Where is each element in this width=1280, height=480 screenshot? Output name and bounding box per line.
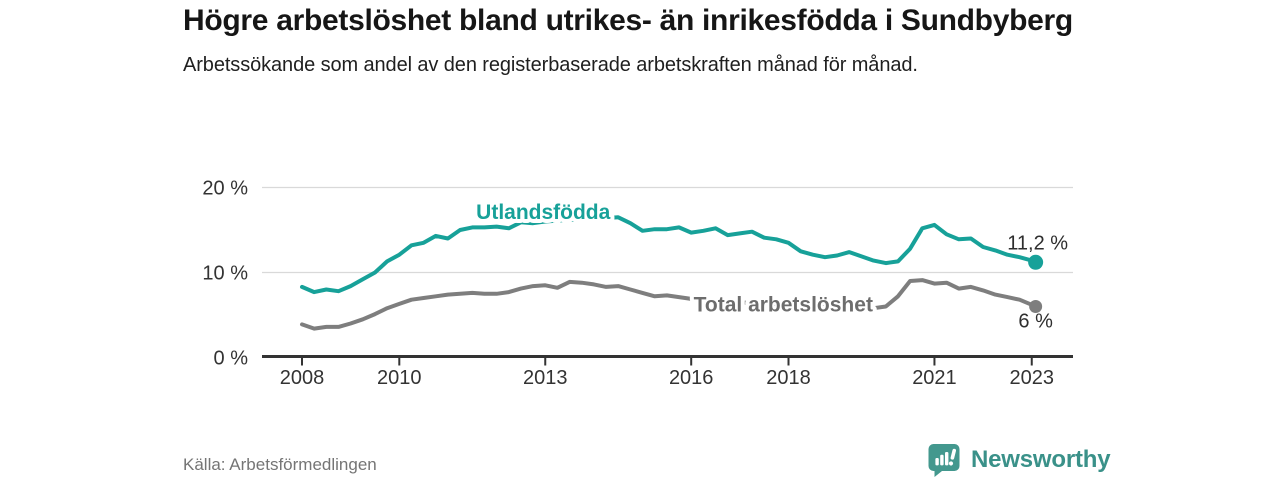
y-tick-label: 10 %: [202, 263, 248, 285]
y-tick-label: 20 %: [202, 178, 248, 200]
x-tick-label: 2016: [669, 367, 714, 389]
series-end-dot-utlandsf-dda: [1028, 254, 1044, 270]
x-tick-label: 2010: [377, 367, 422, 389]
chart-subtitle: Arbetssökande som andel av den registerb…: [183, 54, 918, 76]
series-end-dot-total-arbetsl-shet: [1029, 300, 1043, 313]
y-gridlines: [262, 186, 1073, 274]
newsworthy-icon: [928, 443, 961, 478]
chart-header: Högre arbetslöshet bland utrikes- än inr…: [183, 2, 1083, 79]
chart-title: Högre arbetslöshet bland utrikes- än inr…: [183, 4, 1073, 37]
source-note: Källa: Arbetsförmedlingen: [183, 455, 377, 474]
end-value-label-total-arbetsl-shet: 6 %: [1018, 311, 1053, 333]
series-label-total-arbetsl-shet: Total arbetslöshet: [694, 294, 873, 317]
newsworthy-wordmark: Newsworthy: [971, 446, 1111, 473]
series-label-utlandsf-dda: Utlandsfödda: [476, 201, 610, 224]
series-line-utlandsf-dda: [300, 215, 1038, 295]
x-tick-label: 2013: [523, 367, 568, 389]
x-tick-label: 2018: [766, 367, 811, 389]
newsworthy-logo[interactable]: Newsworthy: [928, 441, 1111, 479]
y-axis-labels: 20 % 10 % 0 %: [202, 178, 248, 370]
end-value-label-utlandsf-dda: 11,2 %: [1007, 232, 1068, 254]
x-axis: 2008 2010 2013 2016 2018 2021 2023: [262, 355, 1073, 389]
series-line-total-arbetsl-shet: [300, 278, 1038, 331]
y-tick-label: 0 %: [214, 348, 249, 370]
series-utlandsf-dda: Utlandsfödda 11,2 %: [300, 197, 1068, 295]
x-tick-label: 2021: [912, 367, 957, 389]
series-total-arbetsl-shet: Total arbetslöshet 6 %: [300, 278, 1053, 333]
x-tick-label: 2023: [1010, 367, 1055, 389]
x-tick-label: 2008: [280, 367, 325, 389]
